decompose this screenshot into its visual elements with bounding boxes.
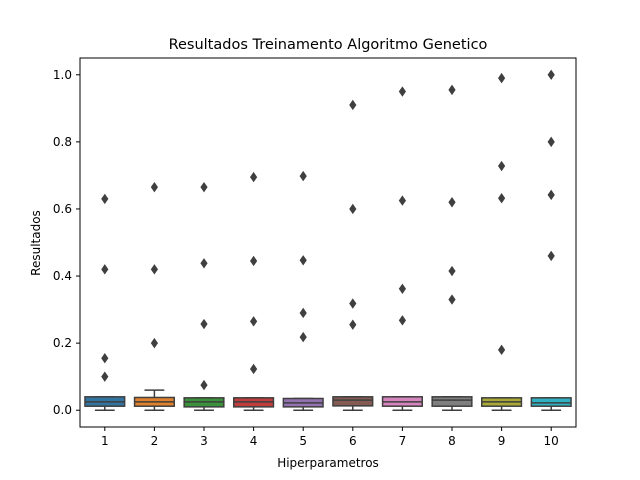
outlier-point <box>150 181 158 193</box>
x-tick-label: 3 <box>200 434 208 448</box>
box-group-2 <box>133 181 175 411</box>
outlier-point <box>448 84 456 96</box>
outlier-point <box>349 99 357 111</box>
x-tick-label: 4 <box>250 434 258 448</box>
outlier-point <box>448 197 456 208</box>
outlier-point <box>299 307 307 319</box>
outlier-point <box>448 265 456 277</box>
y-tick-label: 0.8 <box>53 135 72 149</box>
outlier-point <box>398 86 406 97</box>
outlier-point <box>150 264 158 275</box>
y-tick-label: 0.6 <box>53 202 72 216</box>
y-tick-label: 0.0 <box>53 403 72 417</box>
x-tick-label: 1 <box>101 434 109 448</box>
x-axis-label: Hiperparametros <box>277 456 379 470</box>
outlier-point <box>200 258 208 269</box>
box-10 <box>530 397 572 407</box>
x-tick-label: 5 <box>299 434 307 448</box>
x-tick-label: 9 <box>498 434 506 448</box>
outlier-point <box>101 353 109 364</box>
outlier-point <box>547 69 555 80</box>
y-tick-label: 0.4 <box>53 269 72 283</box>
chart-title: Resultados Treinamento Algoritmo Genetic… <box>169 37 488 53</box>
outlier-point <box>200 379 208 391</box>
outlier-point <box>101 371 109 382</box>
box-group-9 <box>481 72 523 411</box>
outlier-point <box>200 181 208 193</box>
y-tick-label: 0.2 <box>53 336 72 350</box>
x-tick-label: 7 <box>399 434 407 448</box>
outlier-point <box>250 316 258 327</box>
box-group-6 <box>332 99 374 411</box>
outlier-point <box>498 160 506 172</box>
outlier-point <box>547 136 555 148</box>
outlier-point <box>498 193 506 204</box>
outlier-point <box>547 250 555 262</box>
outlier-point <box>349 203 357 215</box>
outlier-point <box>398 195 406 206</box>
outlier-point <box>448 294 456 305</box>
outlier-point <box>498 344 506 356</box>
outlier-point <box>200 318 208 330</box>
outlier-point <box>299 331 307 343</box>
outlier-point <box>398 315 406 326</box>
outlier-point <box>547 189 555 201</box>
outlier-point <box>299 170 307 182</box>
y-tick-label: 1.0 <box>53 68 72 82</box>
outlier-point <box>250 363 258 375</box>
box-group-3 <box>183 181 225 411</box>
box-8 <box>431 396 473 407</box>
y-axis-label: Resultados <box>29 210 43 276</box>
x-tick-label: 2 <box>151 434 159 448</box>
box-group-1 <box>84 193 126 411</box>
box-6 <box>332 396 374 407</box>
outlier-point <box>250 171 258 183</box>
box-group-7 <box>381 86 423 411</box>
box-group-8 <box>431 84 473 411</box>
outlier-point <box>299 255 307 266</box>
outlier-point <box>349 298 357 309</box>
outlier-point <box>101 264 109 275</box>
outlier-point <box>250 255 258 267</box>
x-tick-label: 6 <box>349 434 357 448</box>
box-group-10 <box>530 69 572 411</box>
box-group-5 <box>282 170 324 411</box>
box-group-4 <box>233 171 275 411</box>
x-tick-label: 10 <box>544 434 559 448</box>
plot-area: 0.0 0.2 0.4 0.6 0.8 1.0 1 2 3 4 5 6 7 8 9 10 <box>53 57 577 448</box>
outlier-point <box>101 193 109 205</box>
outlier-point <box>349 319 357 330</box>
outlier-point <box>150 337 158 349</box>
outlier-point <box>398 283 406 294</box>
plot-frame <box>79 57 577 428</box>
outlier-point <box>498 72 506 84</box>
x-tick-label: 8 <box>448 434 456 448</box>
